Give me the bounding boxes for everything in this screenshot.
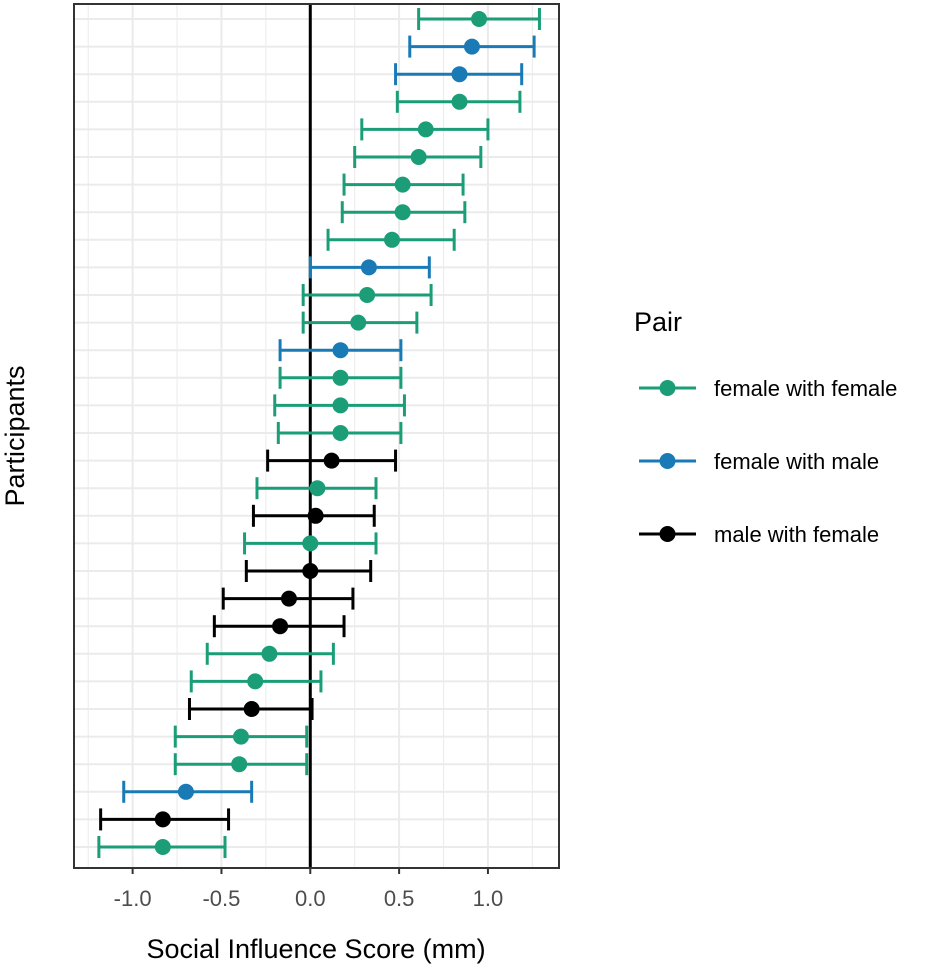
data-point: [261, 645, 278, 662]
data-point: [384, 231, 401, 248]
data-point-group: [122, 780, 254, 803]
data-point: [307, 507, 324, 524]
data-point-group: [278, 366, 403, 389]
data-point-group: [205, 642, 335, 665]
data-point-group: [189, 670, 323, 693]
legend-title: Pair: [634, 307, 682, 337]
data-point: [332, 397, 349, 414]
data-points: [97, 8, 541, 858]
data-point: [243, 701, 260, 717]
data-point-group: [251, 504, 376, 527]
data-point-group: [353, 146, 483, 168]
legend-key-point: [659, 380, 676, 396]
data-point: [394, 204, 411, 221]
legend-item: female with male: [639, 449, 879, 474]
data-point-group: [273, 394, 406, 417]
data-point: [360, 259, 377, 276]
data-point: [471, 11, 488, 27]
data-point: [463, 38, 480, 55]
x-tick-label: 1.0: [473, 886, 504, 911]
data-point-group: [173, 725, 309, 748]
data-point-group: [417, 8, 541, 30]
data-point: [177, 783, 194, 800]
data-point-group: [408, 35, 536, 58]
data-point: [232, 728, 249, 745]
legend-item: male with female: [639, 522, 879, 547]
data-point: [302, 535, 319, 552]
data-point-group: [360, 118, 490, 141]
x-tick-label: -1.0: [114, 886, 152, 911]
legend-label: male with female: [714, 522, 879, 547]
legend-key-point: [659, 526, 676, 542]
data-point: [247, 673, 264, 690]
x-tick-label: 0.0: [295, 886, 326, 911]
data-point: [154, 811, 171, 828]
data-point: [451, 93, 468, 110]
data-point-group: [301, 284, 433, 306]
data-point: [272, 618, 289, 635]
data-point: [231, 756, 248, 773]
legend-label: female with male: [714, 449, 879, 474]
legend: Pair female with female female with male m…: [634, 307, 897, 547]
data-point-group: [395, 90, 522, 113]
data-point-group: [187, 698, 314, 720]
data-point: [309, 480, 326, 497]
data-point-group: [326, 228, 456, 251]
data-point-group: [301, 311, 419, 334]
legend-key-point: [659, 453, 676, 469]
data-point: [332, 369, 349, 386]
data-point: [417, 121, 434, 138]
data-point: [332, 342, 349, 359]
x-axis-ticks: -1.0 -0.5 0.0 0.5 1.0: [114, 868, 504, 911]
data-point-group: [340, 201, 467, 224]
data-point-group: [97, 836, 227, 858]
panel-border: [73, 3, 560, 869]
data-point: [410, 149, 427, 165]
x-tick-label: 0.5: [384, 886, 415, 911]
legend-item: female with female: [639, 376, 897, 401]
data-point: [280, 590, 297, 607]
data-point: [394, 176, 411, 193]
data-point-group: [278, 339, 403, 362]
data-point-group: [243, 532, 378, 555]
x-axis-title: Social Influence Score (mm): [146, 934, 485, 964]
data-point-group: [244, 560, 373, 582]
data-point: [302, 563, 319, 579]
legend-label: female with female: [714, 376, 897, 401]
data-point-group: [276, 422, 403, 444]
data-point: [154, 839, 171, 855]
data-point-group: [212, 615, 346, 638]
data-point: [350, 314, 367, 331]
data-point-group: [394, 63, 524, 86]
y-axis-title: Participants: [0, 365, 30, 506]
data-point-group: [173, 753, 309, 776]
data-point-group: [221, 587, 355, 610]
data-point: [323, 452, 340, 469]
data-point: [451, 66, 468, 83]
data-point: [359, 287, 376, 303]
x-tick-label: -0.5: [202, 886, 240, 911]
data-point-group: [342, 173, 465, 196]
data-point-group: [99, 808, 231, 831]
data-point-group: [308, 256, 431, 279]
data-point: [332, 425, 349, 441]
data-point-group: [255, 477, 378, 500]
data-point-group: [266, 449, 398, 472]
